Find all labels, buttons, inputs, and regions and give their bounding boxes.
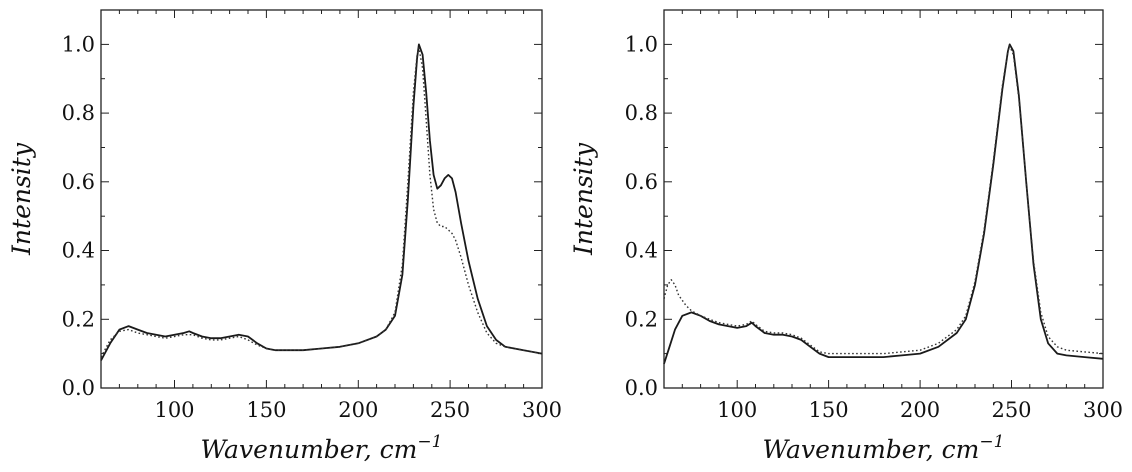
plot-frame	[663, 9, 1104, 389]
x-tick-label: 300	[522, 398, 562, 422]
dotted-spectrum-line	[663, 45, 1104, 355]
y-tick-label: 0.8	[625, 101, 658, 125]
x-axis-title: Wavenumber, cm−1	[201, 432, 443, 464]
x-tick-label: 100	[154, 398, 194, 422]
y-tick-label: 0.8	[62, 101, 95, 125]
y-tick-label: 0.0	[625, 376, 658, 400]
y-tick-label: 0.2	[625, 307, 658, 331]
solid-spectrum-line	[663, 43, 1104, 365]
x-tick-label: 100	[717, 398, 757, 422]
y-tick-label: 1.0	[62, 32, 95, 56]
y-tick-label: 0.4	[625, 239, 658, 263]
y-tick-label: 1.0	[625, 32, 658, 56]
y-tick-label: 0.2	[62, 307, 95, 331]
left-spectrum-panel: 100 150 200 250 300 0.0 0.2 0.4 0.6 0.8 1.0 Wavenum…	[7, 9, 562, 464]
x-axis-title: Wavenumber, cm−1	[763, 432, 1005, 464]
x-tick-label: 150	[809, 398, 849, 422]
y-tick-label: 0.6	[62, 170, 95, 194]
x-tick-label: 250	[430, 398, 470, 422]
y-tick-label: 0.0	[62, 376, 95, 400]
y-tick-label: 0.4	[62, 239, 95, 263]
y-axis-title: Intensity	[7, 142, 36, 256]
x-tick-label: 250	[991, 398, 1031, 422]
dotted-spectrum-line	[100, 47, 543, 358]
solid-spectrum-line	[100, 43, 543, 361]
plot-frame	[100, 9, 543, 389]
x-tick-label: 200	[900, 398, 940, 422]
x-tick-label: 150	[246, 398, 286, 422]
right-spectrum-panel: 100 150 200 250 300 0.0 0.2 0.4 0.6 0.8 1.0 Wavenum…	[569, 9, 1123, 464]
x-tick-label: 300	[1083, 398, 1123, 422]
y-axis-title: Intensity	[569, 142, 598, 256]
y-tick-label: 0.6	[625, 170, 658, 194]
x-tick-label: 200	[338, 398, 378, 422]
